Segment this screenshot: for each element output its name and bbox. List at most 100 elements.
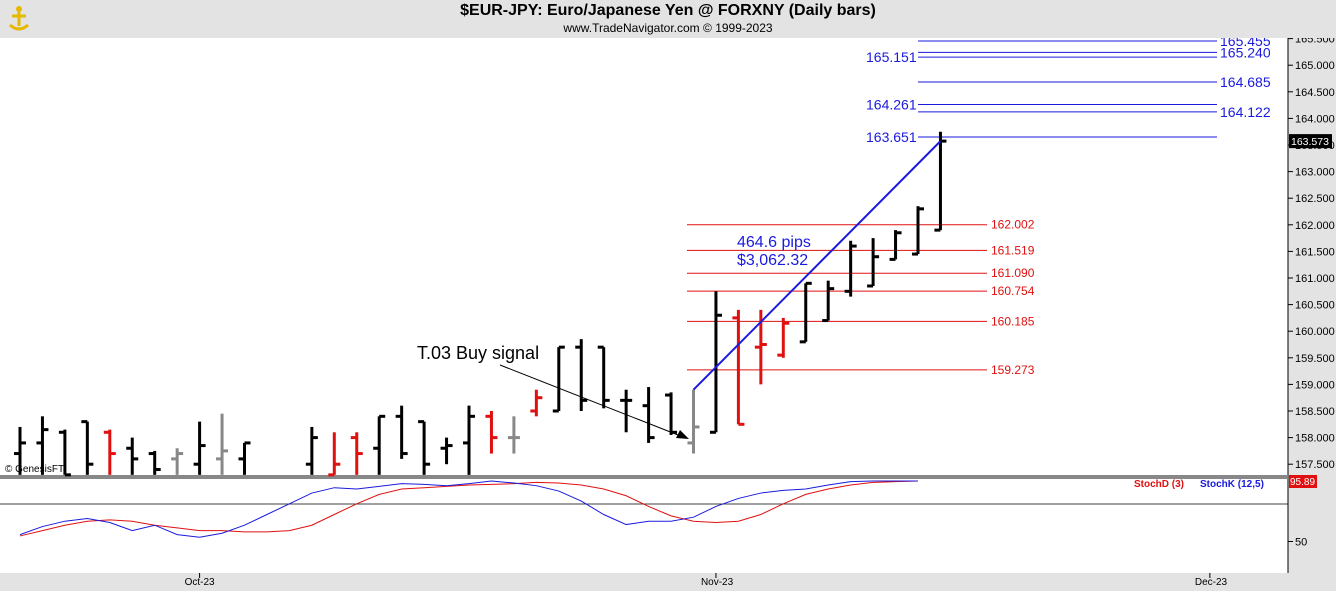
- x-tick-label: Oct-23: [185, 577, 215, 588]
- trade-navigator-logo-icon: [9, 6, 29, 31]
- level-label-blue: 165.455: [1220, 38, 1271, 49]
- ohlc-bar: [103, 429, 116, 475]
- y-tick-label: 164.500: [1295, 87, 1335, 99]
- level-label-red: 161.519: [991, 243, 1035, 257]
- y-tick-label: 157.500: [1295, 459, 1335, 471]
- y-tick-label: 158.500: [1295, 406, 1335, 418]
- ohlc-bar: [14, 426, 26, 475]
- level-label-blue: 164.122: [1220, 104, 1271, 120]
- buy-signal-arrow: [499, 364, 679, 436]
- ohlc-bar: [36, 416, 49, 475]
- y-tick-label: 160.000: [1295, 326, 1335, 338]
- ohlc-bar: [463, 405, 475, 475]
- ohlc-bar: [934, 131, 947, 232]
- level-label-red: 162.002: [991, 218, 1035, 232]
- y-tick-label: 164.000: [1295, 113, 1335, 125]
- stochk-legend: StochK (12,5): [1200, 479, 1264, 490]
- ohlc-bar: [485, 411, 498, 454]
- level-label-red: 161.090: [991, 266, 1035, 280]
- ohlc-bar: [440, 437, 453, 465]
- y-tick-label: 165.500: [1295, 38, 1335, 46]
- ohlc-bar: [822, 280, 835, 323]
- stoch-last-label: 95.89: [1290, 477, 1315, 488]
- trend-line: [692, 140, 942, 391]
- time-axis-background: [0, 573, 1336, 591]
- y-tick-label: 161.000: [1295, 273, 1335, 285]
- y-tick-label: 162.500: [1295, 193, 1335, 205]
- arrow-head-icon: [676, 430, 689, 439]
- ohlc-bar: [373, 414, 386, 475]
- chart-subtitle: www.TradeNavigator.com © 1999-2023: [563, 21, 773, 35]
- ohlc-bar: [350, 432, 363, 475]
- x-tick-label: Dec-23: [1195, 577, 1228, 588]
- ohlc-bar: [732, 309, 745, 426]
- ohlc-bar: [418, 420, 431, 475]
- ohlc-bar: [597, 345, 610, 409]
- stoch-series-k: [19, 480, 918, 538]
- y-tick-label: 160.500: [1295, 300, 1335, 312]
- ohlc-bar: [552, 345, 565, 413]
- ohlc-bar: [238, 441, 251, 475]
- y-tick-label: 158.000: [1295, 433, 1335, 445]
- ohlc-bar: [507, 416, 520, 454]
- ohlc-bar: [709, 291, 722, 434]
- axis-background: [1288, 38, 1336, 591]
- ohlc-bar: [642, 387, 655, 443]
- level-label-blue: 165.151: [866, 49, 917, 65]
- ohlc-bar: [620, 389, 633, 433]
- chart-title: $EUR-JPY: Euro/Japanese Yen @ FORXNY (Da…: [460, 2, 876, 19]
- ohlc-bar: [912, 206, 924, 256]
- chart-frame: [0, 38, 1336, 591]
- ohlc-bar: [81, 420, 94, 475]
- y-tick-label: 161.500: [1295, 246, 1335, 258]
- ohlc-bar: [687, 389, 700, 454]
- ohlc-bar: [844, 240, 857, 297]
- stoch-y-tick-label: 50: [1295, 537, 1307, 549]
- chart-header: $EUR-JPY: Euro/Japanese Yen @ FORXNY (Da…: [0, 0, 1336, 38]
- level-label-red: 159.273: [991, 363, 1035, 377]
- level-label-blue: 165.240: [1220, 44, 1271, 60]
- level-label-blue: 164.685: [1220, 74, 1271, 90]
- ohlc-bar: [216, 413, 229, 475]
- price-bars: [14, 131, 947, 477]
- ohlc-bar: [889, 230, 902, 261]
- trend-line-segment: [692, 140, 942, 391]
- ohlc-bar: [867, 238, 880, 288]
- level-label-blue: 163.651: [866, 129, 917, 145]
- annotations: T.03 Buy signal 464.6 pips $3,062.32 © G…: [5, 234, 811, 475]
- level-label-red: 160.185: [991, 314, 1035, 328]
- ohlc-bar: [530, 389, 543, 417]
- y-tick-label: 159.000: [1295, 379, 1335, 391]
- y-tick-label: 165.000: [1295, 60, 1335, 72]
- stoch-series-d: [19, 480, 919, 537]
- ohlc-bar: [665, 392, 678, 435]
- ohlc-bar: [148, 450, 161, 475]
- price-axis: 165.500165.000164.500164.000163.500163.0…: [1288, 38, 1335, 471]
- stochd-legend: StochD (3): [1134, 479, 1184, 490]
- ohlc-bar: [126, 437, 139, 475]
- y-tick-label: 162.000: [1295, 220, 1335, 232]
- ohlc-bar: [575, 339, 588, 411]
- ohlc-bar: [171, 448, 184, 475]
- x-tick-label: Nov-23: [701, 577, 734, 588]
- level-label-red: 160.754: [991, 284, 1035, 298]
- stochastic-panel: StochD (3) StochK (12,5) 95.89 50: [19, 475, 1317, 549]
- ohlc-bar: [777, 317, 790, 358]
- stoch-last-box: [1289, 475, 1317, 488]
- ohlc-bar: [58, 429, 71, 477]
- last-price-box: [1289, 134, 1332, 149]
- ohlc-bar: [395, 405, 408, 459]
- ohlc-bar: [328, 432, 341, 477]
- buy-signal-label: T.03 Buy signal: [417, 343, 539, 363]
- panel-separator: [0, 475, 1288, 479]
- last-price-label: 163.573: [1291, 136, 1329, 148]
- time-axis: Oct-23 Nov-23 Dec-23: [185, 573, 1228, 588]
- y-tick-label: 159.500: [1295, 353, 1335, 365]
- y-tick-label: 163.000: [1295, 167, 1335, 179]
- watermark: © GenesisFT: [5, 464, 64, 475]
- dollars-label: $3,062.32: [737, 252, 808, 269]
- ohlc-bar: [799, 281, 812, 344]
- level-label-blue: 164.261: [866, 97, 917, 113]
